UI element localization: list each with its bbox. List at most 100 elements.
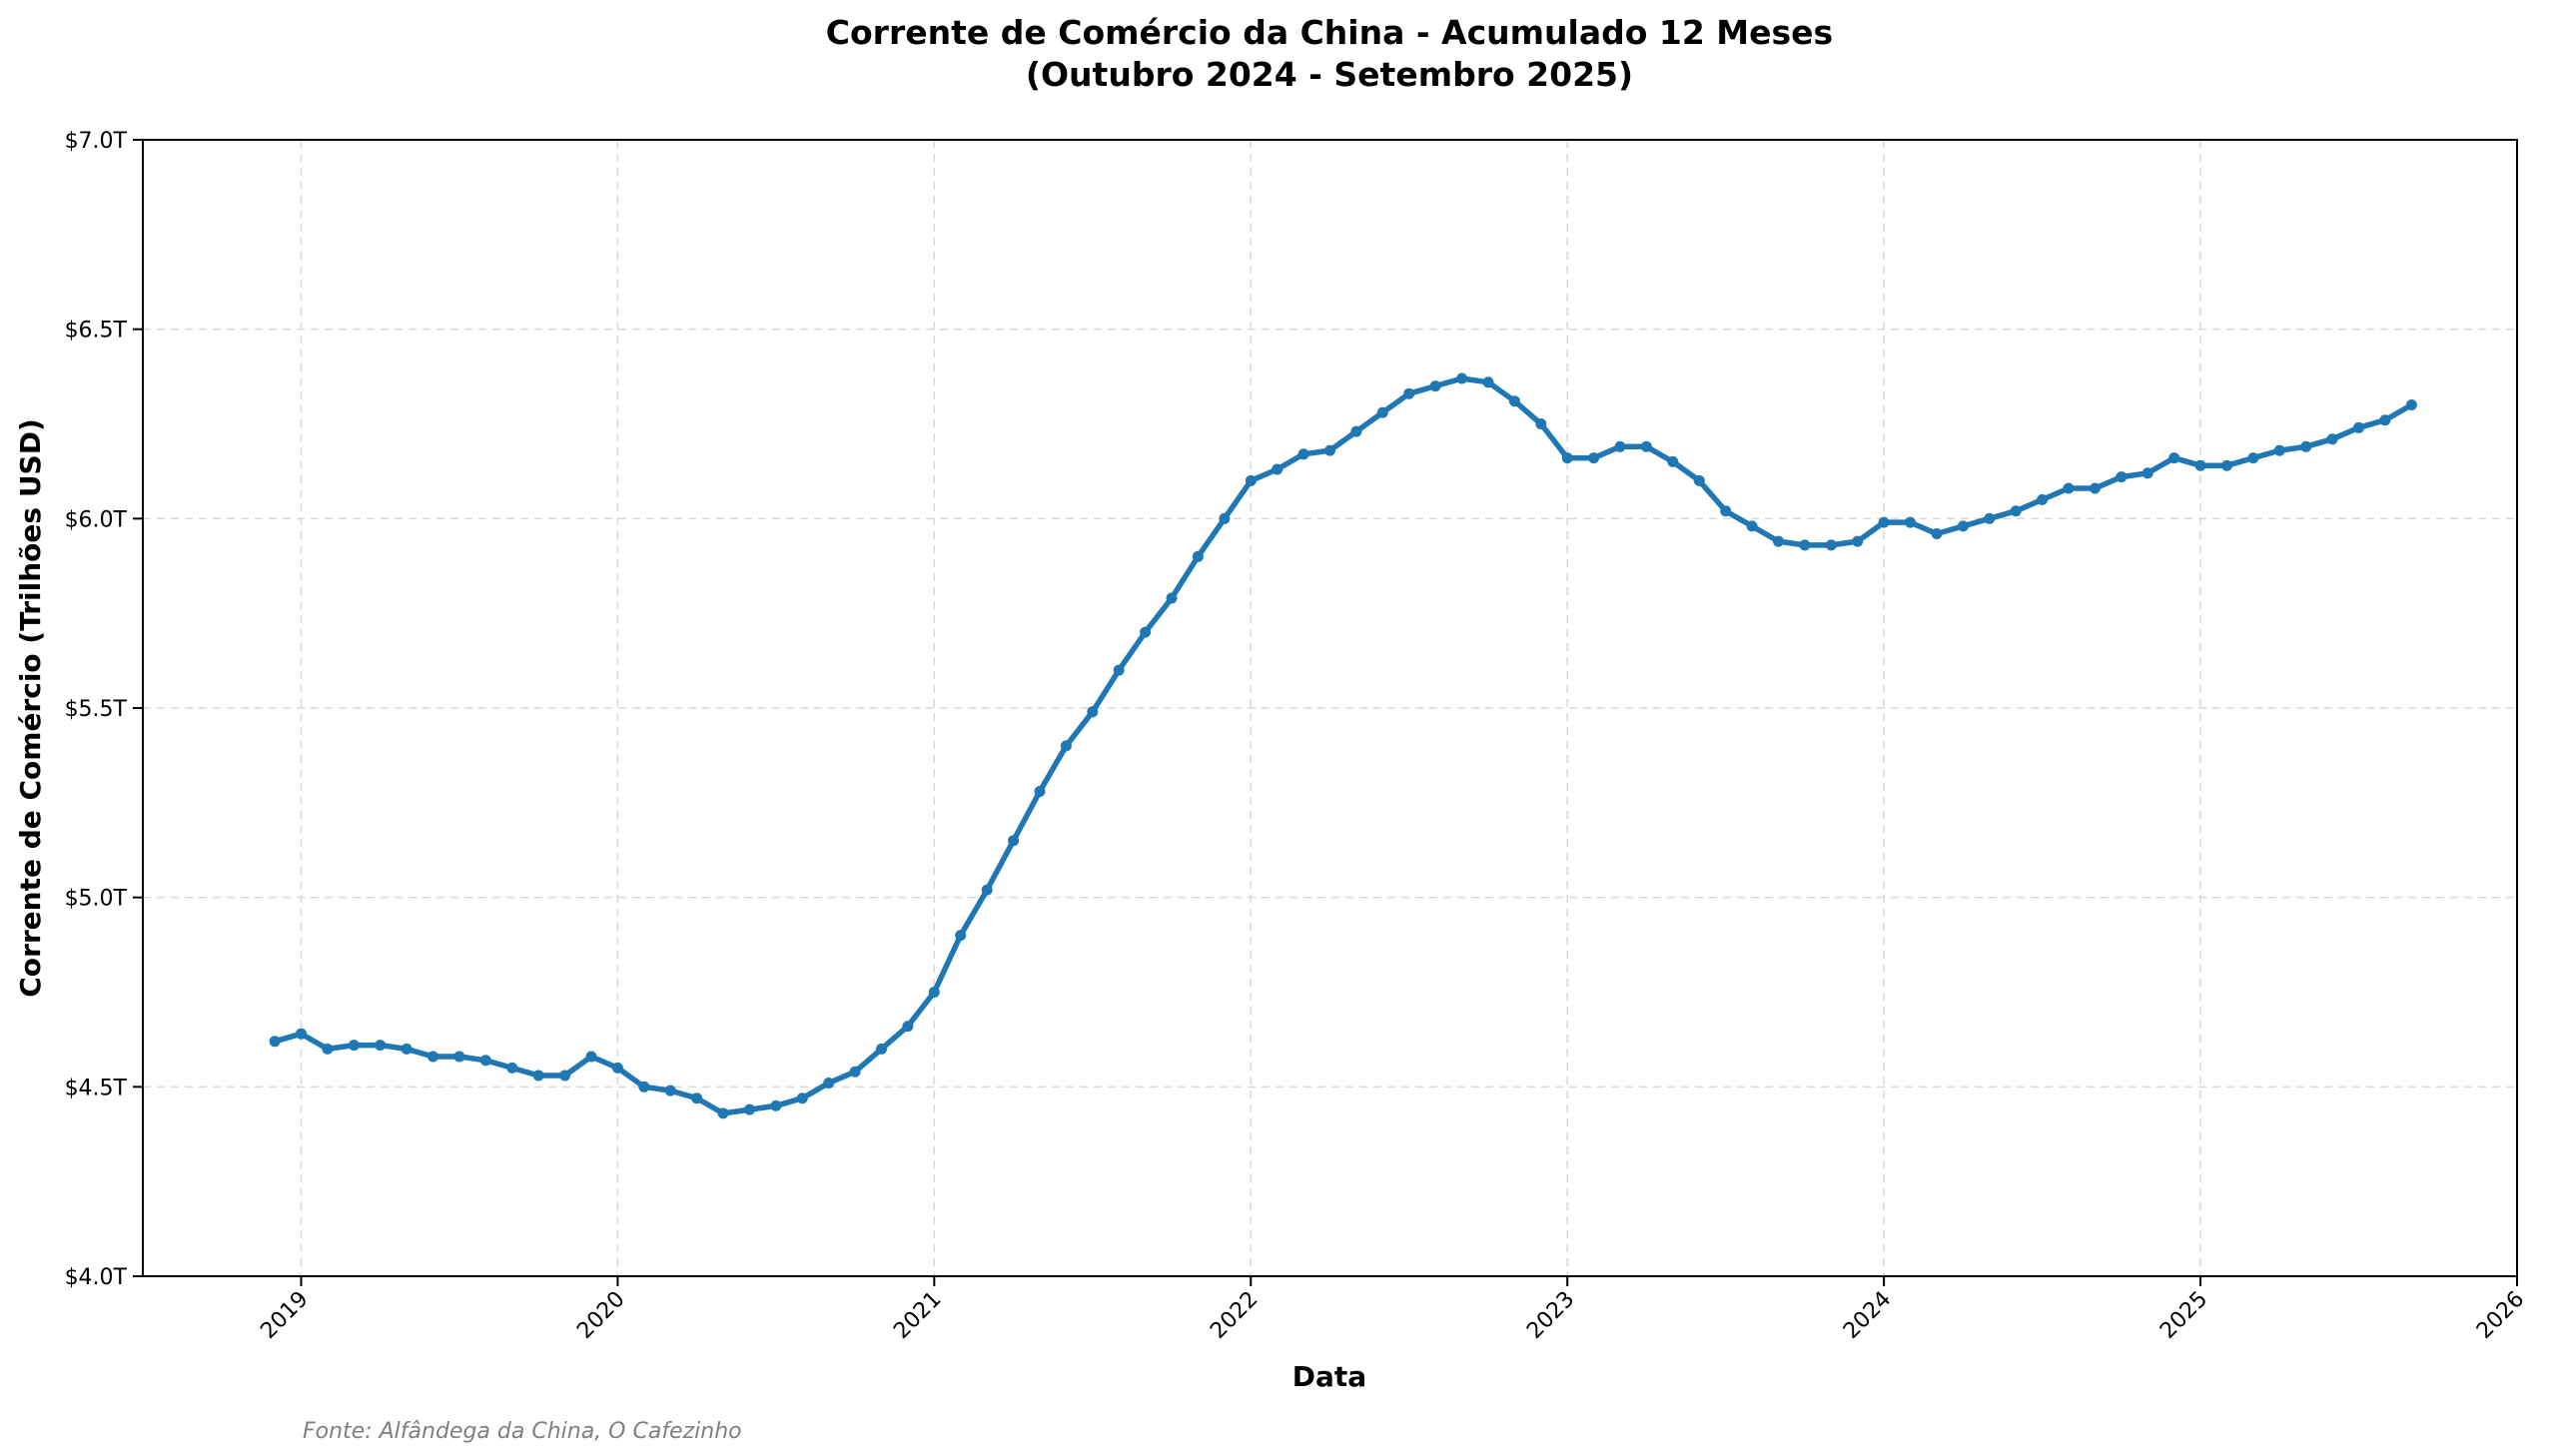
data-point <box>1482 376 1494 388</box>
data-point <box>2300 440 2312 452</box>
data-point <box>955 930 967 942</box>
x-tick-label: 2022 <box>1206 1287 1263 1344</box>
data-point <box>981 884 993 896</box>
data-point <box>664 1085 676 1096</box>
y-tick-label: $4.5T <box>65 1076 128 1100</box>
data-point <box>876 1043 887 1055</box>
data-point <box>2405 399 2417 410</box>
data-point <box>1588 452 1600 464</box>
data-point <box>823 1078 835 1089</box>
data-point <box>2089 482 2101 494</box>
data-point <box>717 1107 729 1119</box>
data-point <box>1931 528 1943 539</box>
chart-title-group: Corrente de Comércio da China - Acumulad… <box>826 13 1833 94</box>
x-tick-label: 2026 <box>2472 1287 2529 1344</box>
data-point <box>2037 493 2049 505</box>
chart-subtitle: (Outubro 2024 - Setembro 2025) <box>1026 55 1633 94</box>
x-tick-label: 2024 <box>1839 1287 1896 1344</box>
data-point <box>2168 452 2180 464</box>
data-point <box>1878 516 1890 528</box>
data-point <box>2379 414 2391 426</box>
y-axis-ticks: $4.0T $4.5T $5.0T $5.5T $6.0T $6.5T $7.0T <box>65 129 143 1290</box>
data-point <box>479 1055 491 1067</box>
data-point <box>1245 474 1257 486</box>
data-point <box>427 1051 438 1063</box>
data-point <box>2221 459 2232 471</box>
data-point <box>1667 455 1679 467</box>
data-point <box>1140 626 1152 638</box>
data-point <box>1297 448 1309 460</box>
data-point <box>1957 520 1969 532</box>
data-point <box>1825 539 1837 551</box>
x-tick-label: 2021 <box>889 1287 946 1344</box>
data-point <box>1535 418 1547 429</box>
data-point <box>2273 444 2285 456</box>
data-point <box>1905 516 1916 528</box>
data-point <box>348 1040 360 1052</box>
data-point <box>2326 433 2338 445</box>
data-point <box>1773 535 1784 547</box>
data-point <box>1166 592 1178 604</box>
y-tick-label: $6.5T <box>65 319 128 344</box>
data-point <box>1060 740 1072 752</box>
y-tick-label: $6.0T <box>65 507 128 532</box>
x-tick-label: 2019 <box>256 1287 313 1344</box>
chart-title: Corrente de Comércio da China - Acumulad… <box>826 13 1833 52</box>
data-point <box>1561 452 1573 464</box>
data-point <box>1350 425 1362 437</box>
x-tick-label: 2020 <box>572 1287 629 1344</box>
data-point <box>401 1043 413 1055</box>
data-point <box>585 1051 597 1063</box>
y-axis-label: Corrente de Comércio (Trilhões USD) <box>14 418 47 998</box>
x-tick-label: 2023 <box>1522 1287 1579 1344</box>
data-point <box>269 1036 281 1048</box>
data-point <box>2010 505 2022 517</box>
data-point <box>611 1062 623 1074</box>
series-layer <box>269 372 2417 1119</box>
data-point <box>928 987 940 998</box>
y-tick-label: $5.0T <box>65 887 128 912</box>
data-point <box>1456 372 1468 384</box>
data-point <box>559 1070 571 1082</box>
x-axis-ticks: 2019 2020 2021 2022 2023 2024 2025 2026 <box>256 1276 2529 1344</box>
data-point <box>744 1103 755 1115</box>
data-point <box>2194 459 2206 471</box>
data-point <box>770 1099 782 1111</box>
data-point <box>1984 512 1996 524</box>
data-point <box>902 1021 914 1033</box>
data-point <box>506 1062 518 1074</box>
data-point <box>322 1043 334 1055</box>
data-point <box>796 1092 808 1104</box>
data-point <box>1034 786 1046 797</box>
data-point <box>849 1066 861 1078</box>
data-point <box>296 1028 307 1040</box>
data-point <box>1720 505 1732 517</box>
grid-lines <box>143 139 2518 1277</box>
source-note: Fonte: Alfândega da China, O Cafezinho <box>303 1419 742 1444</box>
x-axis-label: Data <box>1292 1360 1366 1393</box>
data-point <box>1113 664 1125 676</box>
data-point <box>2353 421 2364 433</box>
x-tick-label: 2025 <box>2155 1287 2212 1344</box>
data-point <box>1614 440 1626 452</box>
data-point <box>2141 467 2153 479</box>
data-point <box>1852 535 1864 547</box>
y-tick-label: $4.0T <box>65 1265 128 1290</box>
data-point <box>1640 440 1652 452</box>
data-point <box>2063 482 2075 494</box>
series-line <box>272 375 2415 1116</box>
data-point <box>1219 512 1231 524</box>
data-point <box>1429 380 1441 392</box>
data-point <box>638 1081 650 1092</box>
data-point <box>2247 452 2259 464</box>
data-point <box>1746 520 1758 532</box>
y-tick-label: $5.5T <box>65 697 128 722</box>
data-point <box>453 1051 465 1063</box>
data-point <box>1693 474 1705 486</box>
data-point <box>532 1070 544 1082</box>
data-point <box>2116 471 2128 483</box>
data-point <box>1008 835 1020 847</box>
data-point <box>1087 706 1099 718</box>
data-point <box>1192 550 1204 562</box>
